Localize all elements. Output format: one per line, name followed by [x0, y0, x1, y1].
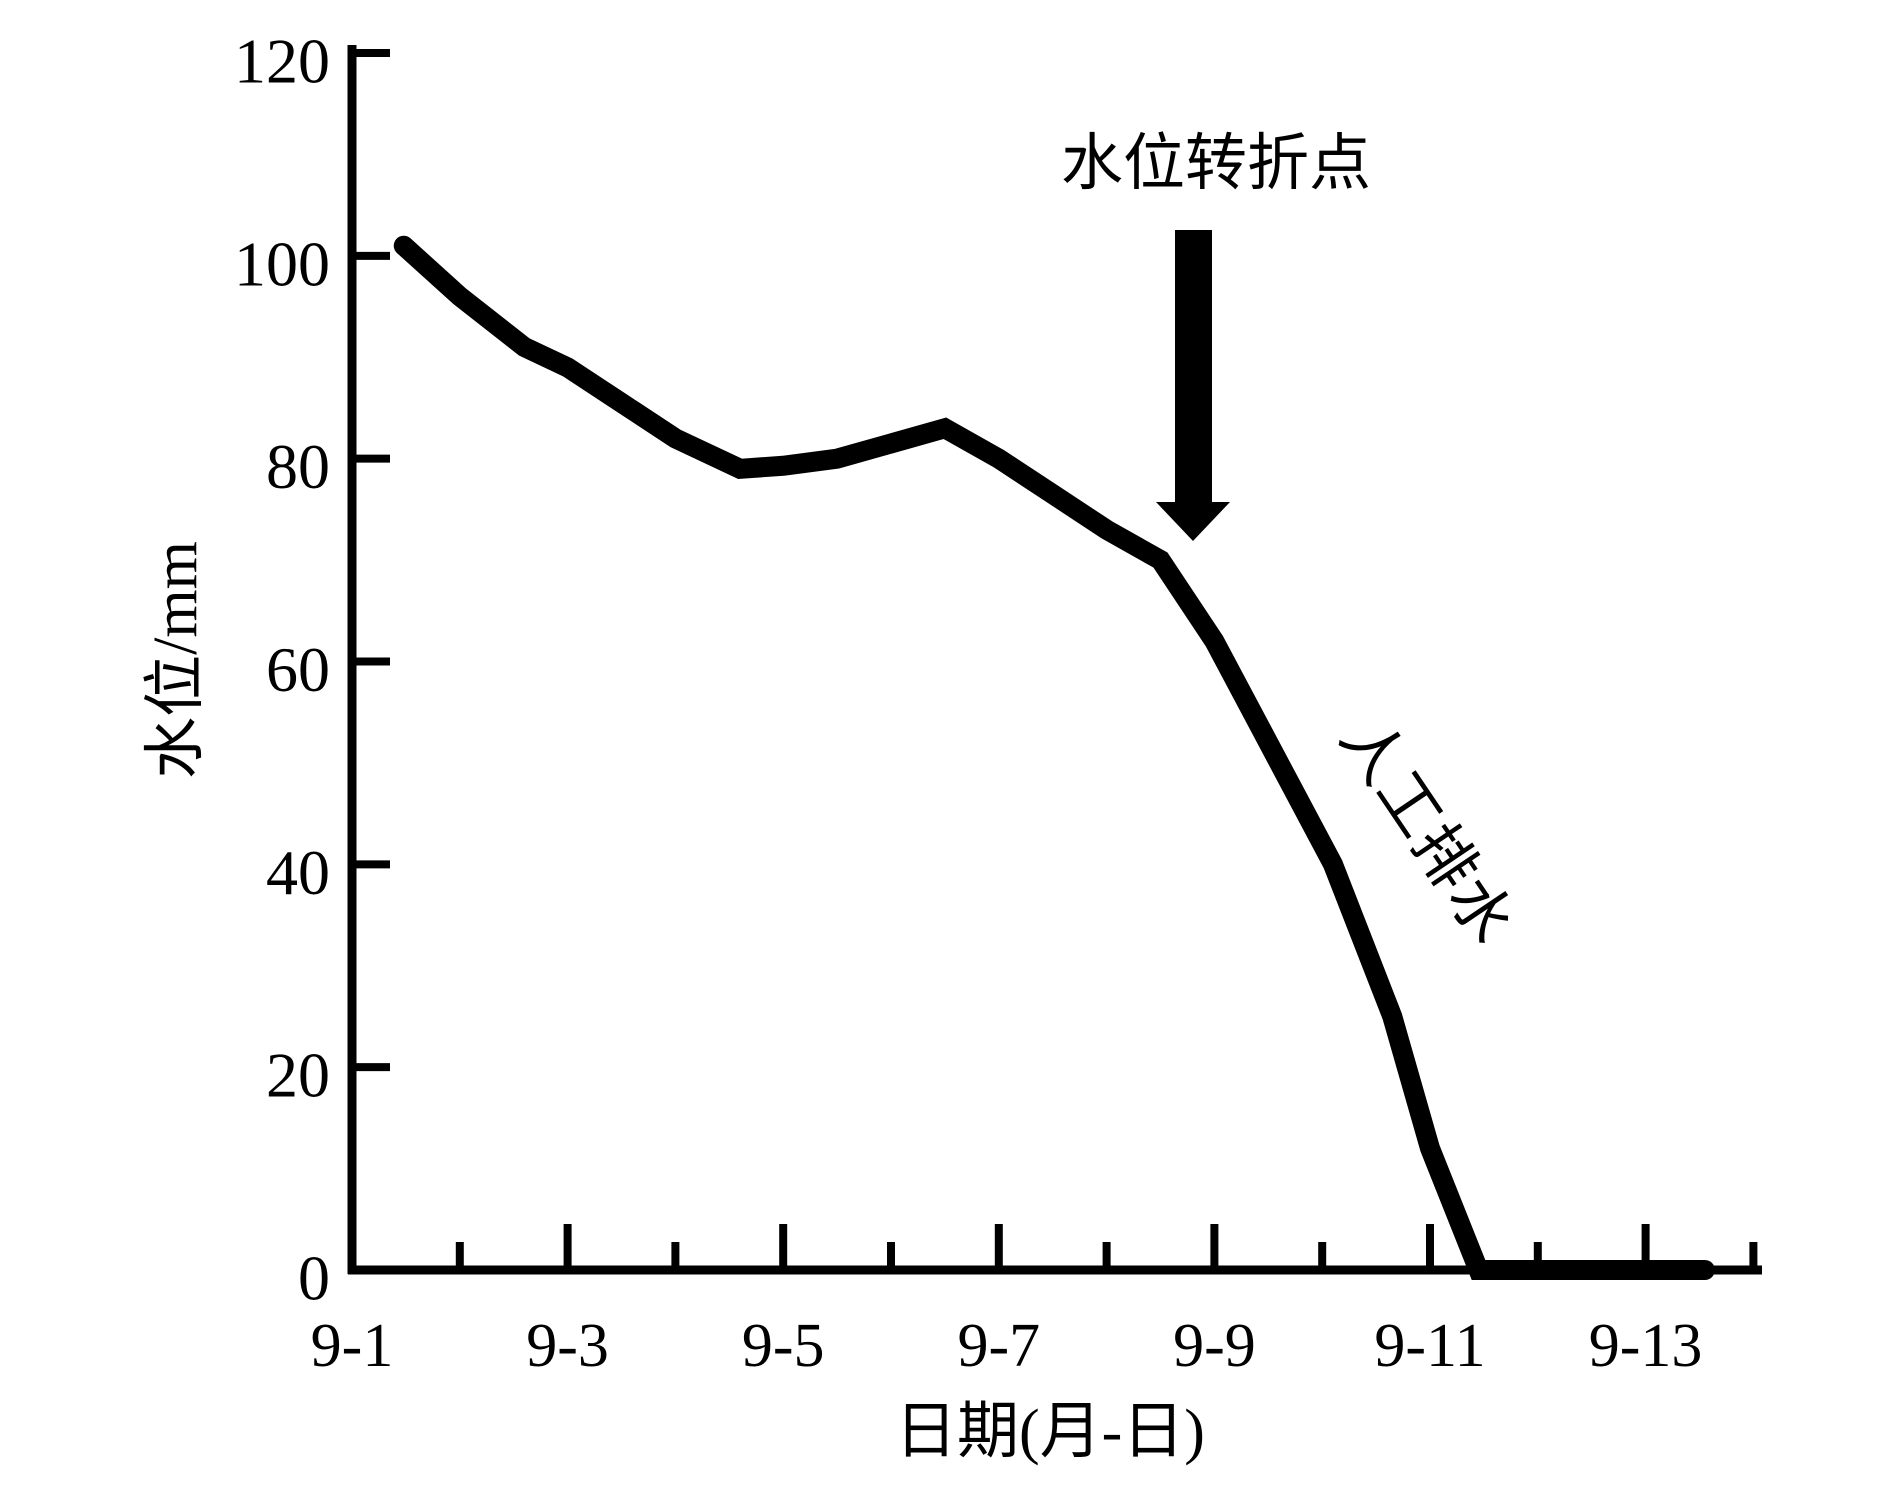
turning-point-annotation: 水位转折点	[1061, 130, 1371, 198]
x-tick-label: 9-11	[1374, 1312, 1485, 1380]
down-arrow-shaft	[1175, 230, 1212, 504]
x-tick-label: 9-7	[957, 1312, 1040, 1380]
y-tick-label: 80	[266, 431, 330, 502]
x-tick-label: 9-3	[526, 1312, 609, 1380]
x-tick-label: 9-9	[1173, 1312, 1256, 1380]
x-axis-title: 日期(月-日)	[895, 1398, 1205, 1466]
down-arrow-icon	[1156, 230, 1230, 541]
y-tick-label: 60	[266, 634, 330, 705]
x-axis-tick-labels: 9-1 9-3 9-5 9-7 9-9 9-11 9-13	[311, 1312, 1703, 1380]
x-tick-label: 9-13	[1589, 1312, 1703, 1380]
y-axis-tick-labels: 0 20 40 60 80 100 120	[234, 26, 330, 1314]
y-tick-label: 20	[266, 1040, 330, 1111]
y-axis-ticks	[352, 49, 390, 1274]
y-tick-label: 0	[298, 1243, 330, 1314]
y-tick-label: 40	[266, 837, 330, 908]
y-tick-label: 100	[234, 228, 330, 299]
x-axis-ticks	[455, 1224, 1758, 1270]
down-arrow-head	[1156, 502, 1230, 541]
x-tick-label: 9-1	[311, 1312, 394, 1380]
y-axis-title: 水位/mm	[142, 541, 210, 779]
x-tick-label: 9-5	[742, 1312, 825, 1380]
water-level-line	[393, 235, 1715, 1280]
y-tick-label: 120	[234, 26, 330, 97]
